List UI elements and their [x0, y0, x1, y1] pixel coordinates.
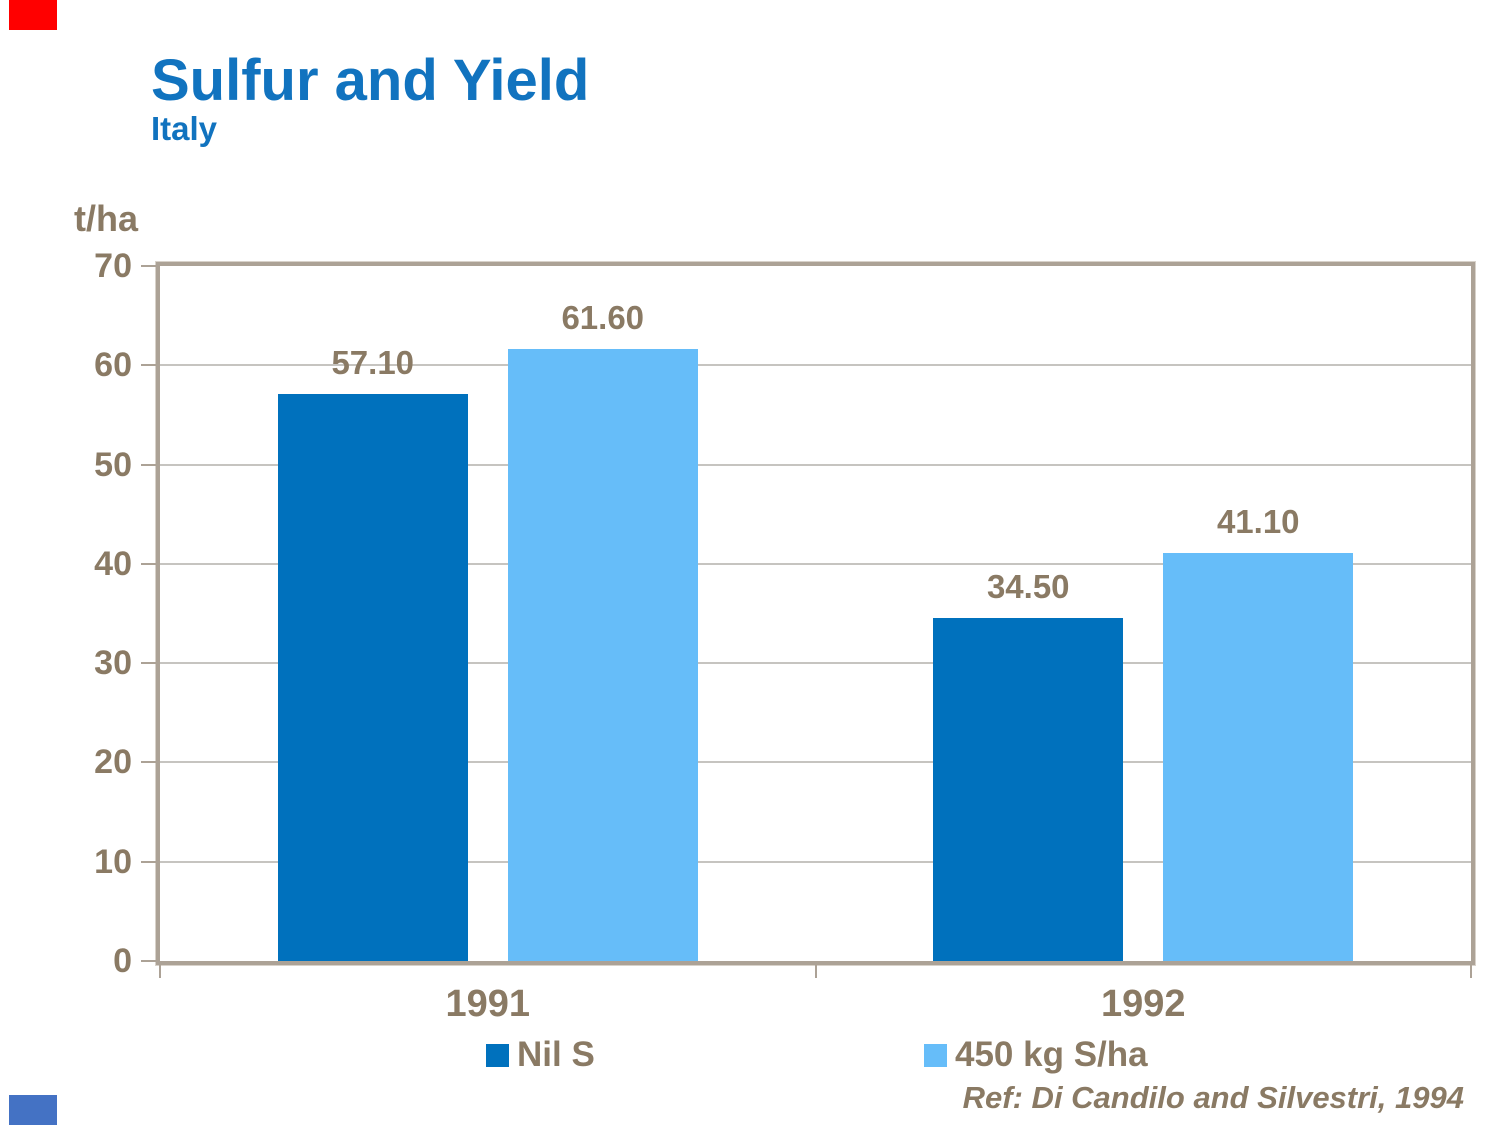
gridline-20	[160, 761, 1471, 764]
y-tick-label-70: 70	[94, 247, 132, 285]
y-tick-label-40: 40	[94, 544, 132, 583]
legend-label: 450 kg S/ha	[955, 1035, 1148, 1074]
y-tick-label-10: 10	[94, 842, 132, 881]
y-tick-label-30: 30	[94, 644, 132, 683]
chart-title: Sulfur and Yield	[151, 48, 590, 113]
y-tick-label-0: 0	[113, 942, 132, 980]
x-category-label-1991: 1991	[445, 983, 531, 1025]
plot-area: 57.10 61.60 34.50 41.10	[155, 261, 1476, 966]
legend-swatch-icon	[924, 1043, 947, 1067]
bar-1991-nil-s	[277, 394, 468, 961]
y-tick-mark-10	[141, 860, 156, 863]
y-tick-mark-40	[141, 562, 156, 565]
bar-1992-nil-s	[933, 618, 1124, 961]
y-tick-mark-20	[141, 761, 156, 764]
legend-swatch-icon	[486, 1043, 509, 1067]
y-tick-mark-60	[141, 364, 156, 367]
y-tick-mark-0	[141, 960, 156, 962]
gridline-40	[160, 562, 1471, 565]
x-tick-mark-1	[814, 963, 817, 978]
y-tick-label-60: 60	[94, 346, 132, 385]
y-axis-unit-label: t/ha	[73, 198, 138, 239]
bar-value-label: 61.60	[561, 299, 645, 337]
gridline-30	[160, 662, 1471, 665]
y-tick-mark-70	[141, 265, 156, 267]
y-tick-label-20: 20	[94, 743, 132, 782]
bar-1991-450-kg-s-ha	[507, 349, 698, 961]
reference-citation: Ref: Di Candilo and Silvestri, 1994	[962, 1080, 1464, 1115]
legend-item-450-kg-s-ha: 450 kg S/ha	[924, 1035, 1148, 1074]
bar-1992-450-kg-s-ha	[1163, 552, 1354, 961]
legend-label: Nil S	[517, 1035, 595, 1074]
bar-value-label: 41.10	[1216, 502, 1300, 540]
gridline-60	[160, 364, 1471, 367]
chart-subtitle: Italy	[151, 110, 218, 147]
x-tick-mark-0	[159, 963, 161, 978]
slide-accent-bottom-left	[9, 1095, 57, 1125]
bar-value-label: 34.50	[986, 568, 1070, 606]
gridline-50	[160, 463, 1471, 466]
x-category-label-1992: 1992	[1100, 983, 1186, 1025]
slide-accent-top-left	[9, 0, 57, 30]
x-tick-mark-2	[1470, 963, 1472, 978]
gridline-10	[160, 860, 1471, 863]
y-tick-mark-30	[141, 662, 156, 665]
y-tick-mark-50	[141, 463, 156, 466]
legend-item-nil-s: Nil S	[486, 1035, 595, 1074]
bar-value-label: 57.10	[331, 344, 415, 382]
y-tick-label-50: 50	[94, 445, 132, 484]
